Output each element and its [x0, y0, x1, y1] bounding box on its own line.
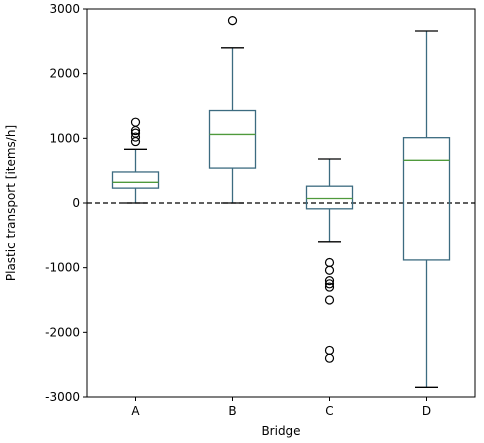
box-iqr [111, 171, 160, 189]
y-tick-label: 3000 [49, 2, 80, 16]
x-tick-label: C [325, 404, 333, 418]
y-axis-ticks: -3000 -2000 -1000 0 1000 2000 3000 [45, 2, 87, 404]
box-B [208, 16, 257, 204]
outlier-point [130, 117, 141, 127]
plot-area [87, 16, 475, 388]
y-tick-label: 0 [72, 196, 80, 210]
box-A [111, 117, 160, 204]
outlier-point [324, 265, 335, 275]
y-tick-label: -1000 [45, 261, 80, 275]
outlier-point [324, 257, 335, 268]
box-iqr [402, 137, 451, 261]
outlier-point [324, 345, 335, 356]
x-axis-label: Bridge [261, 424, 300, 438]
outlier-point [324, 282, 335, 292]
outlier-point [130, 132, 141, 142]
x-tick-label: D [422, 404, 431, 418]
outlier-point [324, 276, 335, 286]
box-iqr [208, 109, 257, 169]
x-tick-label: A [131, 404, 140, 418]
outlier-point [130, 128, 141, 138]
box-C [305, 158, 354, 363]
y-tick-label: -2000 [45, 325, 80, 339]
outlier-point [324, 353, 335, 363]
y-tick-label: -3000 [45, 390, 80, 404]
y-tick-label: 2000 [49, 67, 80, 81]
outlier-point [227, 16, 238, 26]
outlier-point [324, 279, 335, 289]
y-axis-label: Plastic transport [items/h] [4, 125, 18, 281]
outlier-point [324, 295, 335, 305]
box-D [402, 30, 451, 388]
box-iqr [305, 185, 354, 210]
x-tick-label: B [228, 404, 236, 418]
y-tick-label: 1000 [49, 131, 80, 145]
x-axis-ticks: A B C D [131, 397, 431, 418]
